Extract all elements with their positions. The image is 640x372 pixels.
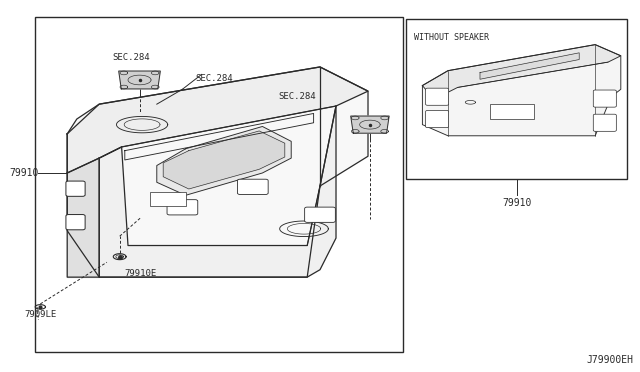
FancyBboxPatch shape	[66, 215, 85, 230]
Polygon shape	[422, 45, 621, 136]
FancyBboxPatch shape	[167, 200, 198, 215]
Polygon shape	[67, 67, 368, 277]
Text: 79910: 79910	[502, 198, 532, 208]
Bar	[150, 192, 186, 206]
Polygon shape	[351, 116, 389, 133]
FancyBboxPatch shape	[593, 90, 616, 107]
FancyBboxPatch shape	[593, 114, 616, 131]
Text: 79910: 79910	[10, 168, 39, 178]
Text: SEC.284: SEC.284	[112, 53, 150, 62]
Polygon shape	[99, 106, 336, 277]
Polygon shape	[422, 45, 621, 99]
Bar	[406, 19, 627, 179]
FancyBboxPatch shape	[426, 88, 449, 105]
Polygon shape	[67, 158, 99, 277]
FancyBboxPatch shape	[66, 181, 85, 196]
Text: SEC.284: SEC.284	[195, 74, 233, 83]
FancyBboxPatch shape	[305, 207, 335, 222]
Text: J79900EH: J79900EH	[587, 355, 634, 365]
Polygon shape	[67, 67, 368, 173]
Polygon shape	[157, 126, 291, 195]
Text: SEC.284: SEC.284	[278, 92, 316, 101]
Text: WITHOUT SPEAKER: WITHOUT SPEAKER	[414, 33, 489, 42]
Text: 7909LE: 7909LE	[24, 310, 56, 319]
Polygon shape	[119, 71, 160, 89]
Polygon shape	[480, 53, 579, 79]
FancyBboxPatch shape	[237, 179, 268, 195]
FancyBboxPatch shape	[426, 110, 449, 128]
Text: 79910E: 79910E	[125, 269, 157, 278]
Polygon shape	[163, 131, 285, 189]
Bar	[490, 104, 534, 119]
Bar	[35, 17, 403, 352]
